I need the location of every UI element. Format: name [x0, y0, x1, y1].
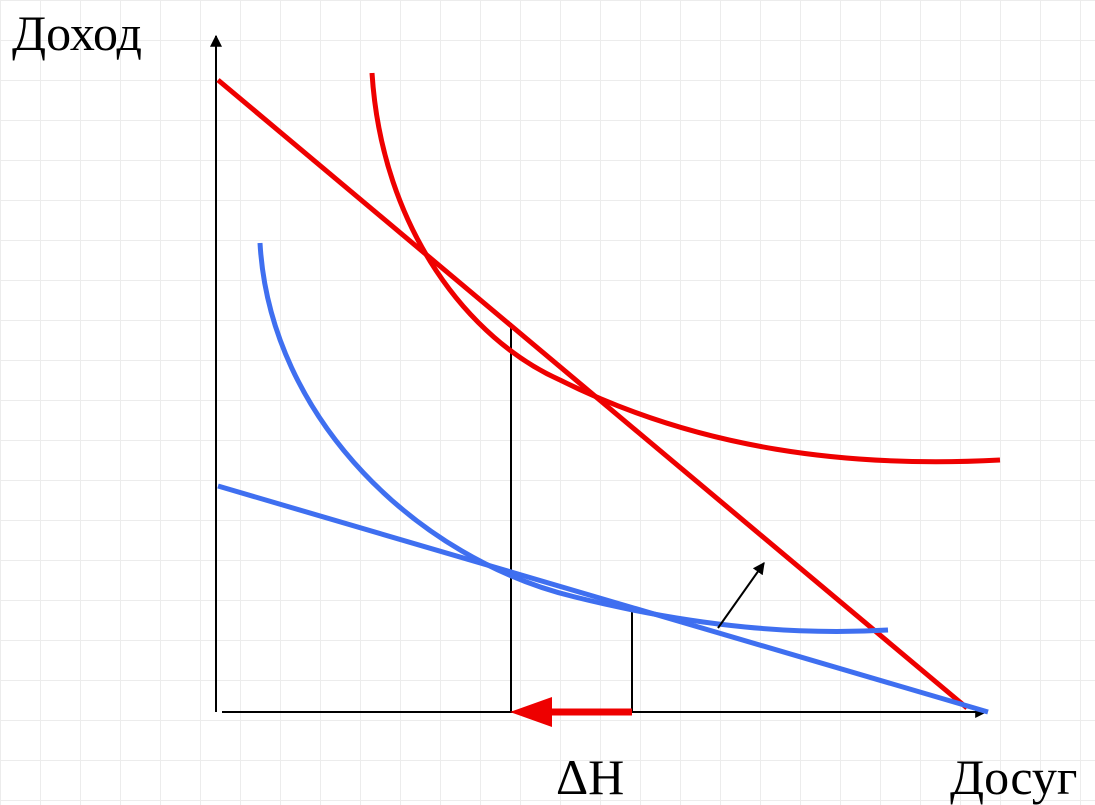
x-axis-label: Досуг: [950, 749, 1078, 805]
leisure-change-arrow-head: [510, 697, 552, 727]
high-indifference-curve: [369, 72, 1001, 465]
pointer-arrow: [717, 562, 765, 629]
y-axis-label: Доход: [12, 5, 142, 61]
delta-h-label: ΔH: [556, 749, 625, 805]
low-indifference-curve: [257, 242, 889, 634]
low-budget-line: [217, 483, 989, 715]
